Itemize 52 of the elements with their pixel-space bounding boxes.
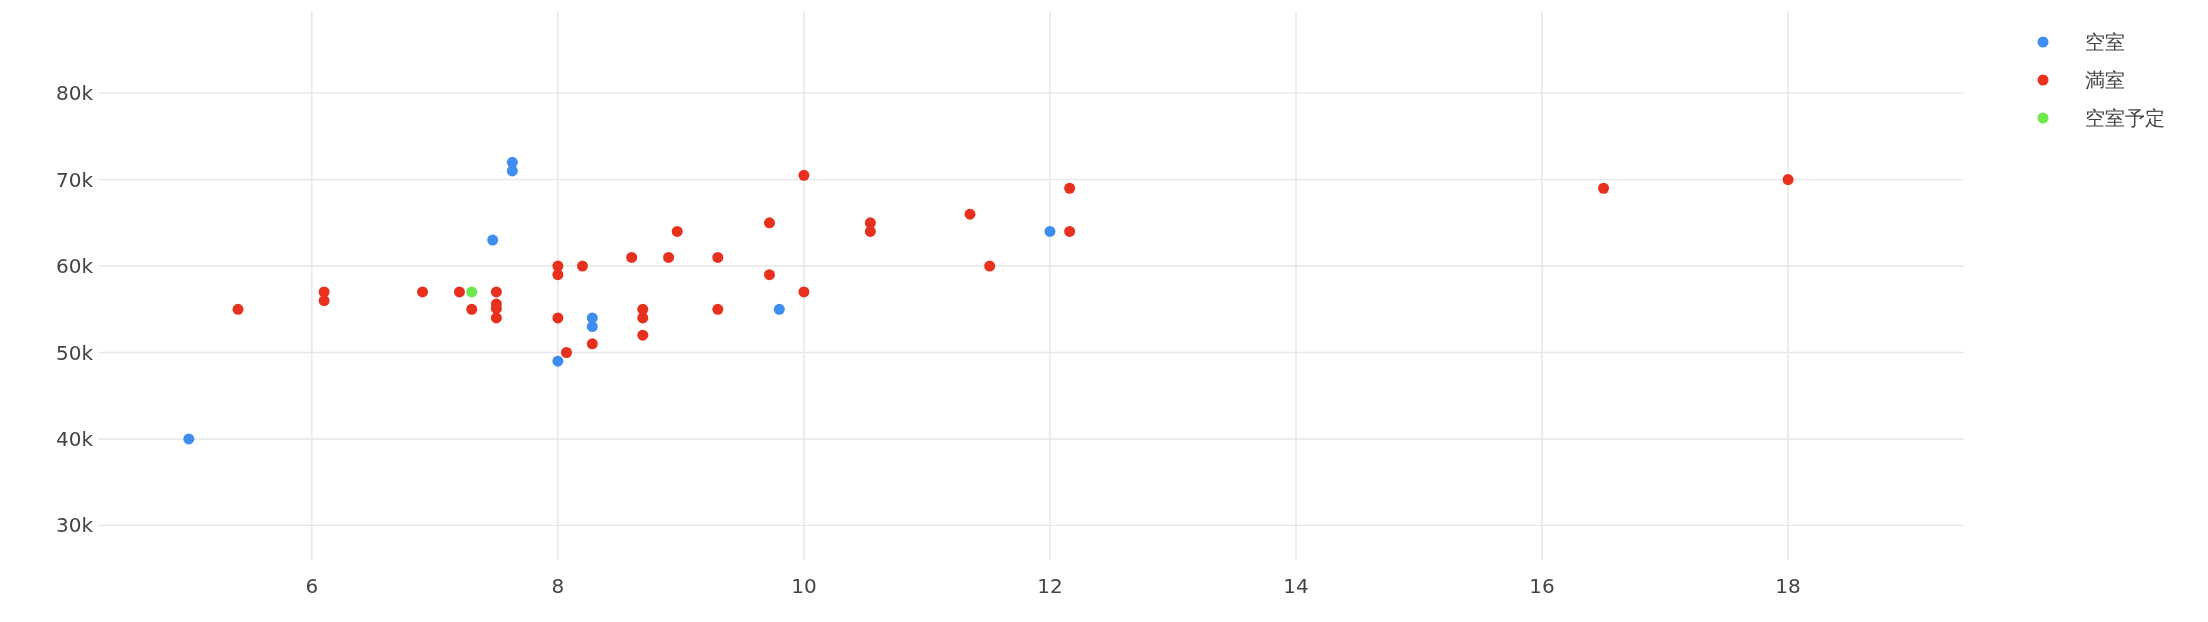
y-tick-label: 40k — [55, 426, 94, 451]
point — [506, 165, 518, 177]
x-tick-label: 10 — [791, 574, 817, 598]
point — [1598, 182, 1610, 194]
legend-label: 空室 — [2085, 30, 2125, 54]
x-tick-label: 6 — [305, 574, 319, 598]
legend-label: 満室 — [2085, 68, 2125, 92]
point — [552, 355, 564, 367]
x-tick-label: 16 — [1529, 574, 1555, 598]
y-tick-label: 50k — [55, 340, 94, 365]
x-tick-label: 14 — [1283, 574, 1309, 598]
point — [712, 251, 724, 263]
point — [1782, 174, 1794, 186]
y-tick-label: 30k — [55, 513, 94, 538]
point — [487, 234, 499, 246]
point — [490, 286, 502, 298]
point — [490, 312, 502, 324]
point — [552, 269, 564, 281]
point — [1064, 182, 1076, 194]
point — [712, 303, 724, 315]
point — [637, 312, 649, 324]
point — [626, 251, 638, 263]
x-tick-label: 12 — [1037, 574, 1063, 598]
point — [318, 295, 330, 307]
point — [1044, 225, 1056, 237]
point — [984, 260, 996, 272]
point — [1064, 225, 1076, 237]
x-tick-label: 8 — [551, 574, 565, 598]
point — [576, 260, 588, 272]
point — [763, 269, 775, 281]
point — [466, 303, 478, 315]
point — [637, 329, 649, 341]
point — [586, 321, 598, 333]
x-tick-label: 18 — [1775, 574, 1801, 598]
point — [183, 433, 195, 445]
point — [798, 286, 810, 298]
point — [671, 225, 683, 237]
point — [763, 217, 775, 229]
y-tick-label: 70k — [55, 167, 94, 192]
point — [417, 286, 429, 298]
point — [964, 208, 976, 220]
y-tick-label: 60k — [55, 254, 94, 279]
point — [232, 303, 244, 315]
point — [798, 169, 810, 181]
point — [663, 251, 675, 263]
legend-label: 空室予定 — [2085, 106, 2165, 130]
point — [552, 312, 564, 324]
y-tick-label: 80k — [55, 81, 94, 106]
point — [586, 338, 598, 350]
point — [773, 303, 785, 315]
point — [453, 286, 465, 298]
point — [560, 347, 572, 358]
